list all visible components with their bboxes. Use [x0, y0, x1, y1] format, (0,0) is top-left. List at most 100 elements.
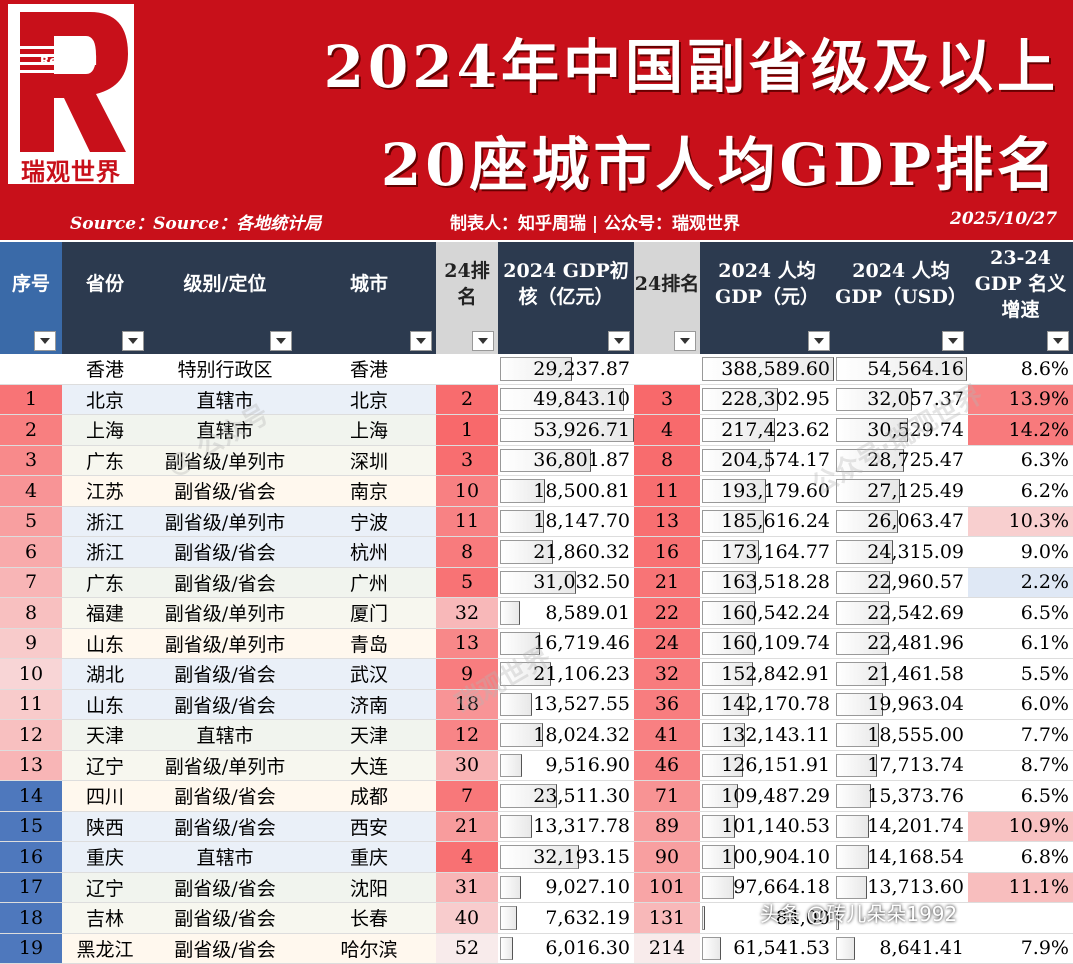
- filter-dropdown-gdp-rank[interactable]: [472, 331, 494, 351]
- data-bar: [836, 631, 889, 655]
- row-city: 济南: [302, 689, 436, 720]
- row-value: 14,168.54: [867, 845, 964, 868]
- row-province: 广东: [62, 445, 148, 476]
- row-value: 228,302.95: [721, 388, 830, 411]
- data-bar: [836, 448, 904, 472]
- row-pc-rank: 46: [634, 750, 700, 781]
- table-row: 3 广东 副省级/单列市 深圳 3 36,801.87 8 204,574.17 28,725.…: [0, 445, 1073, 476]
- row-level: 副省级/单列市: [148, 628, 302, 659]
- row-gdp: 7,632.19: [498, 902, 634, 934]
- row-province: 吉林: [62, 902, 148, 934]
- row-level: 副省级/省会: [148, 536, 302, 568]
- row-province: 浙江: [62, 536, 148, 568]
- row-pc-usd: 24,315.09: [834, 536, 968, 568]
- row-pc-rank: 3: [634, 384, 700, 415]
- row-value: 13,527.55: [533, 693, 630, 716]
- data-bar: [500, 601, 520, 625]
- row-pc-cny: 193,179.60: [700, 475, 834, 507]
- row-growth: 5.5%: [968, 658, 1073, 690]
- row-gdp-rank: 10: [436, 475, 498, 507]
- row-value: 22,481.96: [867, 632, 964, 655]
- row-value: 8,589.01: [545, 601, 630, 624]
- row-pc-usd: 27,125.49: [834, 475, 968, 507]
- row-growth: 7.9%: [968, 933, 1073, 964]
- data-bar: [500, 387, 624, 411]
- footer-watermark: 头条 @砖儿朵朵1992: [760, 902, 958, 926]
- filter-dropdown-growth[interactable]: [1047, 331, 1069, 351]
- row-value: 163,518.28: [721, 571, 830, 594]
- row-pc-cny: 160,109.74: [700, 628, 834, 659]
- row-pc-rank: [634, 354, 700, 385]
- row-pc-rank: 32: [634, 658, 700, 690]
- row-growth: 7.7%: [968, 719, 1073, 751]
- row-value: 17,713.74: [867, 754, 964, 777]
- row-city: 天津: [302, 719, 436, 751]
- filter-dropdown-gdp[interactable]: [608, 331, 630, 351]
- row-pc-usd: 21,461.58: [834, 658, 968, 690]
- ranking-table: 序号 省份 级别/定位 城市 24排名 2024 GDP初核（亿元） 24排名 …: [0, 242, 1073, 964]
- row-level: 副省级/单列市: [148, 597, 302, 629]
- row-level: 副省级/单列市: [148, 750, 302, 781]
- data-bar: [500, 448, 591, 472]
- row-city: 哈尔滨: [302, 933, 436, 964]
- row-pc-cny: 217,423.62: [700, 414, 834, 446]
- filter-dropdown-pc-rank[interactable]: [674, 331, 696, 351]
- row-province: 黑龙江: [62, 933, 148, 964]
- row-value: 54,564.16: [867, 357, 964, 380]
- filter-dropdown-province[interactable]: [122, 331, 144, 351]
- row-value: 30,529.74: [867, 418, 964, 441]
- row-pc-cny: 185,616.24: [700, 506, 834, 537]
- col-header-gdp-rank: 24排名: [436, 242, 498, 326]
- row-province: 山东: [62, 628, 148, 659]
- row-pc-cny: 84,00: [700, 902, 834, 934]
- row-number: 19: [0, 933, 62, 964]
- col-header-city: 城市: [302, 242, 436, 326]
- filter-dropdown-pc-usd[interactable]: [942, 331, 964, 351]
- row-value: 126,151.91: [721, 754, 830, 777]
- row-city: 上海: [302, 414, 436, 446]
- data-bar: [836, 936, 856, 960]
- table-row: 5 浙江 副省级/单列市 宁波 11 18,147.70 13 185,616.24 26,06…: [0, 506, 1073, 537]
- data-bar: [500, 509, 544, 533]
- maker-text: 制表人：知乎周瑞 | 公众号：瑞观世界: [450, 214, 741, 234]
- filter-dropdown-city[interactable]: [410, 331, 432, 351]
- data-bar: [500, 753, 522, 777]
- row-pc-cny: 101,140.53: [700, 811, 834, 842]
- row-province: 四川: [62, 780, 148, 812]
- row-pc-cny: 97,664.18: [700, 872, 834, 903]
- row-growth: [968, 902, 1073, 934]
- data-bar: [702, 357, 834, 381]
- row-gdp-rank: 7: [436, 780, 498, 812]
- filter-dropdown-no[interactable]: [34, 331, 56, 351]
- data-bar: [702, 631, 755, 655]
- row-gdp-rank: 4: [436, 841, 498, 873]
- row-level: 副省级/单列市: [148, 445, 302, 476]
- data-bar: [836, 692, 883, 716]
- row-city: 北京: [302, 384, 436, 415]
- row-province: 陕西: [62, 811, 148, 842]
- row-number: 17: [0, 872, 62, 903]
- row-value: 61,541.53: [733, 937, 830, 960]
- data-bar: [836, 875, 868, 899]
- row-pc-cny: 100,904.10: [700, 841, 834, 873]
- table-row: 13 辽宁 副省级/单列市 大连 30 9,516.90 46 126,151.91 17,71…: [0, 750, 1073, 781]
- row-level: 副省级/省会: [148, 689, 302, 720]
- row-city: 香港: [302, 354, 436, 385]
- row-pc-rank: 71: [634, 780, 700, 812]
- row-level: 副省级/省会: [148, 933, 302, 964]
- table-row: 19 黑龙江 副省级/省会 哈尔滨 52 6,016.30 214 61,541.53 8,64…: [0, 933, 1073, 964]
- data-bar: [702, 906, 706, 930]
- table-row: 2 上海 直辖市 上海 1 53,926.71 4 217,423.62 30,529.74 14…: [0, 414, 1073, 446]
- row-gdp-rank: 8: [436, 536, 498, 568]
- row-value: 14,201.74: [867, 815, 964, 838]
- row-pc-cny: 61,541.53: [700, 933, 834, 964]
- table-row: 香港 特别行政区 香港 29,237.87 388,589.60 54,564.16 8.6…: [0, 354, 1073, 385]
- filter-dropdown-level[interactable]: [270, 331, 292, 351]
- data-bar: [500, 723, 544, 747]
- row-pc-rank: 214: [634, 933, 700, 964]
- row-city: 杭州: [302, 536, 436, 568]
- sort-dropdown-pc-cny[interactable]: [808, 331, 830, 351]
- row-gdp-rank: 3: [436, 445, 498, 476]
- row-pc-usd: 18,555.00: [834, 719, 968, 751]
- row-growth: 8.7%: [968, 750, 1073, 781]
